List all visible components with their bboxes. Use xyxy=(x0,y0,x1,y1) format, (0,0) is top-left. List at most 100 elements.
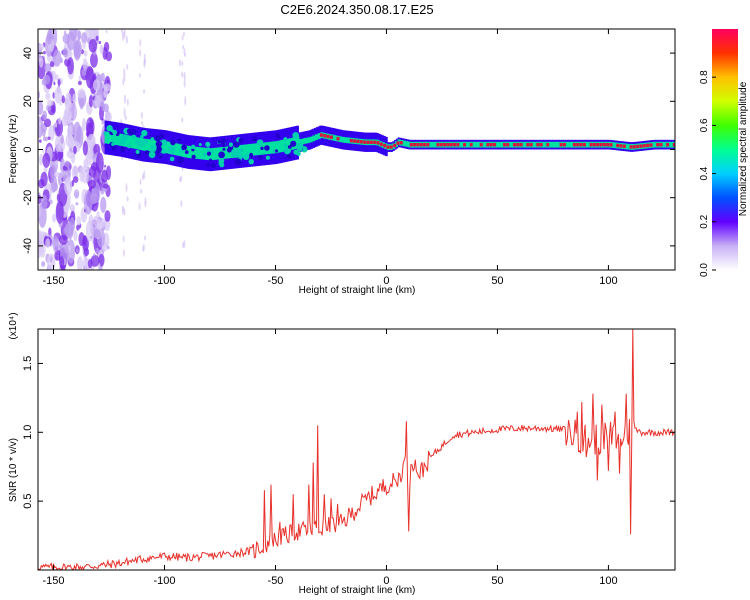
bottom-x-tick-label: -150 xyxy=(43,575,65,587)
band-blob xyxy=(205,141,211,147)
band-core xyxy=(528,141,532,148)
bottom-x-tick-label: 100 xyxy=(599,575,617,587)
band-core xyxy=(607,141,611,148)
noise-blob xyxy=(122,78,125,86)
bottom-axis-ticks: -150 -100 -50 0 50 100 0.5 1.0 1.5 xyxy=(22,329,675,587)
noise-blob xyxy=(64,222,74,237)
band-core xyxy=(189,146,193,159)
band-peak xyxy=(399,141,403,145)
noise-blob xyxy=(88,38,98,53)
noise-blob xyxy=(81,68,87,76)
noise-blob xyxy=(93,253,96,257)
noise-blob xyxy=(73,121,82,146)
noise-blob xyxy=(181,34,184,41)
band-core xyxy=(557,141,561,148)
band-core xyxy=(594,141,598,148)
band-core xyxy=(256,143,260,156)
top-y-tick-label: 0 xyxy=(22,146,34,152)
noise-blob xyxy=(72,176,79,184)
noise-blob xyxy=(72,93,77,104)
bottom-y-tick-label: 0.5 xyxy=(22,493,34,508)
noise-blob xyxy=(183,78,186,88)
band-peak xyxy=(419,142,423,147)
noise-blob xyxy=(41,261,46,267)
band-blob xyxy=(228,143,233,147)
band-blob xyxy=(220,138,227,145)
band-core xyxy=(381,142,385,148)
noise-blob xyxy=(181,61,184,66)
noise-blob xyxy=(50,173,58,193)
top-y-tick-label: 40 xyxy=(22,47,34,59)
noise-blob xyxy=(93,143,101,156)
noise-blob xyxy=(38,100,44,116)
band-peak xyxy=(386,145,390,149)
band-blob xyxy=(131,134,137,140)
noise-blob xyxy=(125,35,128,44)
noise-blob xyxy=(95,35,99,41)
band-peak xyxy=(606,142,610,147)
band-peak xyxy=(536,142,540,147)
noise-blob xyxy=(43,50,46,55)
noise-blob xyxy=(82,41,86,50)
band-blob xyxy=(184,150,189,155)
band-peak xyxy=(599,142,603,147)
band-core xyxy=(307,137,311,144)
band-core xyxy=(346,137,350,144)
band-blob xyxy=(218,158,225,164)
band-blob xyxy=(283,143,288,148)
noise-blob xyxy=(49,61,55,68)
band-core xyxy=(541,141,545,148)
colorbar-tick-label: 0.0 xyxy=(699,263,710,277)
band-blob xyxy=(260,146,264,151)
noise-blob xyxy=(73,229,78,242)
band-blob xyxy=(256,139,264,147)
band-peak xyxy=(469,142,473,147)
band-peak xyxy=(602,142,606,147)
noise-blob xyxy=(87,133,96,148)
band-core xyxy=(498,141,502,148)
noise-blob xyxy=(43,167,48,173)
top-x-axis-label: Height of straight line (km) xyxy=(299,285,416,296)
noise-blob xyxy=(64,160,70,168)
noise-blob xyxy=(81,118,87,132)
noise-blob xyxy=(54,86,63,104)
band-peak xyxy=(526,142,530,147)
noise-blob xyxy=(126,196,129,202)
band-core xyxy=(647,142,651,149)
noise-blob xyxy=(54,74,59,81)
band-core xyxy=(509,141,513,148)
band-core xyxy=(568,141,572,148)
band-peak xyxy=(572,142,576,147)
noise-blob xyxy=(42,152,51,168)
noise-blob xyxy=(140,188,143,194)
noise-blob xyxy=(125,183,128,193)
band-peak xyxy=(436,142,440,147)
band-blob xyxy=(290,140,297,147)
noise-blob xyxy=(82,58,88,71)
noise-blob xyxy=(69,103,77,120)
noise-blob xyxy=(76,256,84,270)
band-blob xyxy=(168,147,172,151)
band-blob xyxy=(205,147,211,153)
noise-blob xyxy=(126,63,129,70)
noise-blob xyxy=(184,95,187,106)
noise-blob xyxy=(79,95,84,110)
noise-blob xyxy=(47,99,54,107)
noise-blob xyxy=(144,197,147,205)
band-peak xyxy=(646,143,650,148)
band-core xyxy=(434,141,438,148)
band-peak xyxy=(672,142,675,147)
band-core xyxy=(408,141,412,148)
band-blob xyxy=(275,132,280,137)
noise-blob xyxy=(96,91,100,96)
band-core xyxy=(125,135,129,148)
band-core xyxy=(621,143,625,149)
band-core xyxy=(117,133,121,146)
noise-blob xyxy=(120,29,123,34)
band-blob xyxy=(140,134,144,139)
noise-blob xyxy=(106,79,110,84)
noise-blob xyxy=(76,248,79,253)
band-core xyxy=(301,138,305,145)
band-core xyxy=(565,141,569,148)
band-core xyxy=(581,141,585,148)
